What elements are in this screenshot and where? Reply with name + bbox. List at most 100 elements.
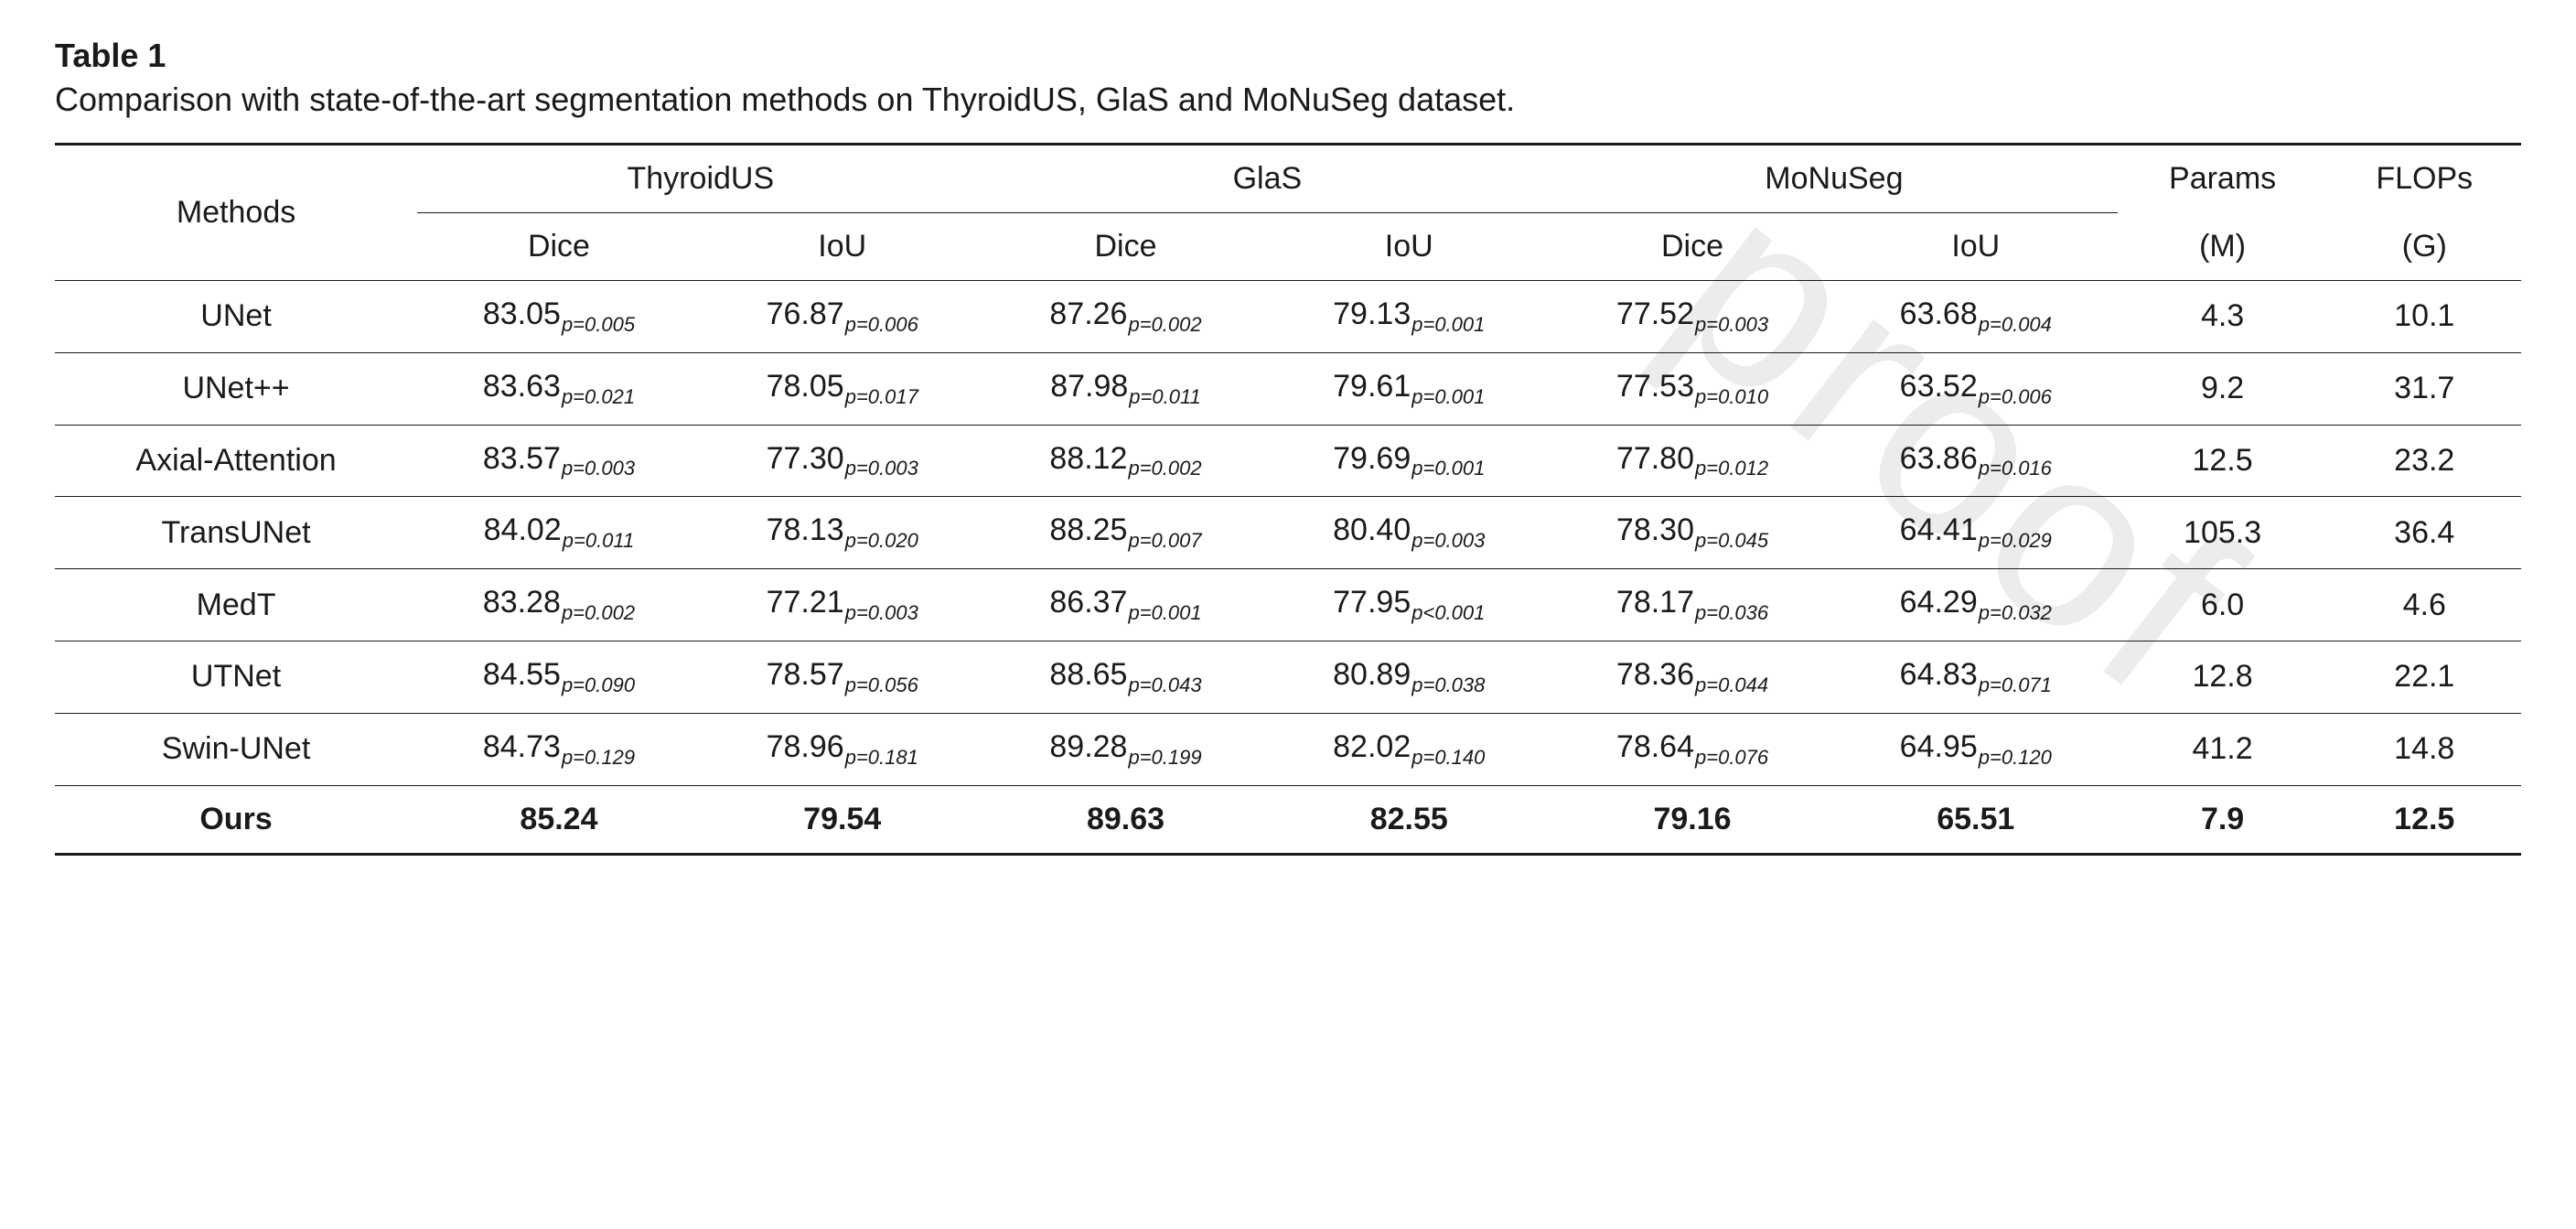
metric-cell: 84.55p=0.090 bbox=[417, 641, 701, 713]
metric-value: 79.69 bbox=[1333, 441, 1411, 477]
metric-cell: 89.63 bbox=[984, 785, 1268, 854]
metric-value: 87.98 bbox=[1050, 369, 1128, 404]
metric-value: 78.13 bbox=[767, 512, 844, 548]
metric-cell: 77.53p=0.010 bbox=[1551, 352, 1834, 425]
header-row-2: Dice IoU Dice IoU Dice IoU (M) (G) bbox=[55, 213, 2521, 281]
metric-value: 64.95 bbox=[1900, 729, 1978, 765]
metric-cell: 88.25p=0.007 bbox=[984, 497, 1268, 569]
params-cell: 6.0 bbox=[2118, 569, 2328, 641]
p-value: p=0.002 bbox=[1127, 457, 1201, 480]
params-cell: 12.8 bbox=[2118, 641, 2328, 713]
metric-value: 85.24 bbox=[520, 802, 597, 837]
metric-cell: 64.29p=0.032 bbox=[1834, 569, 2118, 641]
metric-cell: 85.24 bbox=[417, 785, 701, 854]
table-caption: Comparison with state-of-the-art segment… bbox=[55, 81, 2521, 119]
table-row: Axial-Attention83.57p=0.00377.30p=0.0038… bbox=[55, 425, 2521, 497]
metric-value: 84.55 bbox=[483, 657, 561, 693]
metric-value: 78.36 bbox=[1616, 657, 1694, 693]
flops-cell: 31.7 bbox=[2328, 352, 2522, 425]
metric-value: 77.53 bbox=[1616, 369, 1694, 404]
p-value: p=0.011 bbox=[562, 529, 635, 552]
metric-value: 63.68 bbox=[1900, 296, 1978, 332]
p-value: p=0.020 bbox=[844, 529, 918, 552]
metric-value: 78.17 bbox=[1616, 585, 1694, 620]
p-value: p=0.011 bbox=[1128, 385, 1201, 408]
metric-cell: 78.17p=0.036 bbox=[1551, 569, 1834, 641]
params-cell: 4.3 bbox=[2118, 281, 2328, 353]
metric-value: 77.95 bbox=[1333, 585, 1411, 620]
metric-cell: 78.05p=0.017 bbox=[701, 352, 984, 425]
metric-cell: 79.61p=0.001 bbox=[1267, 352, 1551, 425]
metric-cell: 77.95p<0.001 bbox=[1267, 569, 1551, 641]
header-params-unit: (M) bbox=[2118, 213, 2328, 281]
p-value: p=0.001 bbox=[1411, 313, 1485, 336]
metric-value: 84.73 bbox=[483, 729, 561, 765]
metric-cell: 65.51 bbox=[1834, 785, 2118, 854]
header-iou-1: IoU bbox=[1267, 213, 1551, 281]
metric-value: 76.87 bbox=[767, 296, 844, 332]
metric-cell: 80.89p=0.038 bbox=[1267, 641, 1551, 713]
metric-cell: 82.55 bbox=[1267, 785, 1551, 854]
metric-value: 82.55 bbox=[1370, 802, 1448, 837]
metric-value: 83.63 bbox=[483, 369, 561, 404]
metric-cell: 77.52p=0.003 bbox=[1551, 281, 1834, 353]
table-row: TransUNet84.02p=0.01178.13p=0.02088.25p=… bbox=[55, 497, 2521, 569]
metric-value: 88.25 bbox=[1049, 512, 1127, 548]
p-value: p=0.090 bbox=[561, 674, 635, 696]
header-row-1: Methods ThyroidUS GlaS MoNuSeg Params FL… bbox=[55, 145, 2521, 213]
p-value: p=0.002 bbox=[1127, 313, 1201, 336]
metric-value: 78.64 bbox=[1616, 729, 1694, 765]
header-dataset-1: GlaS bbox=[984, 145, 1551, 213]
metric-value: 87.26 bbox=[1049, 296, 1127, 332]
metric-value: 83.57 bbox=[483, 441, 561, 477]
flops-cell: 36.4 bbox=[2328, 497, 2522, 569]
metric-value: 88.12 bbox=[1049, 441, 1127, 477]
method-name: Swin-UNet bbox=[55, 713, 417, 785]
metric-value: 77.52 bbox=[1616, 296, 1694, 332]
metric-value: 88.65 bbox=[1049, 657, 1127, 693]
params-cell: 41.2 bbox=[2118, 713, 2328, 785]
p-value: p=0.032 bbox=[1978, 601, 2052, 624]
p-value: p=0.071 bbox=[1978, 674, 2052, 696]
metric-cell: 76.87p=0.006 bbox=[701, 281, 984, 353]
params-cell: 105.3 bbox=[2118, 497, 2328, 569]
header-iou-2: IoU bbox=[1834, 213, 2118, 281]
metric-value: 78.30 bbox=[1616, 512, 1694, 548]
p-value: p=0.005 bbox=[561, 313, 635, 336]
metric-cell: 64.83p=0.071 bbox=[1834, 641, 2118, 713]
p-value: p=0.038 bbox=[1411, 674, 1485, 696]
table-head: Methods ThyroidUS GlaS MoNuSeg Params FL… bbox=[55, 145, 2521, 281]
metric-cell: 64.41p=0.029 bbox=[1834, 497, 2118, 569]
table-row: UTNet84.55p=0.09078.57p=0.05688.65p=0.04… bbox=[55, 641, 2521, 713]
method-name: UNet bbox=[55, 281, 417, 353]
p-value: p=0.076 bbox=[1694, 746, 1768, 769]
metric-cell: 77.21p=0.003 bbox=[701, 569, 984, 641]
metric-value: 80.40 bbox=[1333, 512, 1411, 548]
table-block: Table 1 Comparison with state-of-the-art… bbox=[55, 37, 2521, 856]
p-value: p=0.001 bbox=[1127, 601, 1201, 624]
metric-value: 83.28 bbox=[483, 585, 561, 620]
metric-cell: 63.86p=0.016 bbox=[1834, 425, 2118, 497]
p-value: p=0.002 bbox=[561, 601, 635, 624]
metric-value: 64.83 bbox=[1900, 657, 1978, 693]
p-value: p=0.003 bbox=[561, 457, 635, 480]
metric-cell: 86.37p=0.001 bbox=[984, 569, 1268, 641]
header-flops: FLOPs bbox=[2328, 145, 2522, 213]
metric-value: 79.61 bbox=[1333, 369, 1411, 404]
header-methods: Methods bbox=[55, 145, 417, 281]
p-value: p=0.003 bbox=[844, 601, 918, 624]
metric-cell: 84.73p=0.129 bbox=[417, 713, 701, 785]
metric-cell: 79.16 bbox=[1551, 785, 1834, 854]
p-value: p=0.001 bbox=[1411, 457, 1485, 480]
metric-cell: 63.68p=0.004 bbox=[1834, 281, 2118, 353]
metric-cell: 82.02p=0.140 bbox=[1267, 713, 1551, 785]
flops-cell: 14.8 bbox=[2328, 713, 2522, 785]
header-dataset-2: MoNuSeg bbox=[1551, 145, 2118, 213]
metric-cell: 83.57p=0.003 bbox=[417, 425, 701, 497]
header-dice-0: Dice bbox=[417, 213, 701, 281]
p-value: p=0.010 bbox=[1694, 385, 1768, 408]
metric-cell: 88.65p=0.043 bbox=[984, 641, 1268, 713]
p-value: p=0.021 bbox=[561, 385, 635, 408]
metric-cell: 79.54 bbox=[701, 785, 984, 854]
metric-cell: 78.57p=0.056 bbox=[701, 641, 984, 713]
